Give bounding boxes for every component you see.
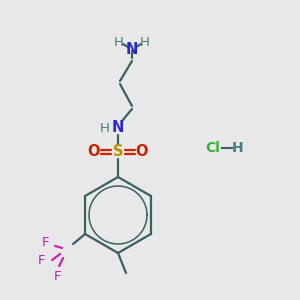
Text: F: F [37, 254, 45, 266]
Text: F: F [41, 236, 49, 248]
Text: H: H [100, 122, 110, 136]
Text: H: H [114, 35, 124, 49]
Text: S: S [113, 145, 123, 160]
Text: H: H [140, 35, 150, 49]
Text: O: O [136, 145, 148, 160]
Text: Cl: Cl [206, 141, 220, 155]
Text: N: N [126, 43, 138, 58]
Text: H: H [232, 141, 244, 155]
Text: F: F [53, 269, 61, 283]
Text: O: O [88, 145, 100, 160]
Text: N: N [112, 121, 124, 136]
